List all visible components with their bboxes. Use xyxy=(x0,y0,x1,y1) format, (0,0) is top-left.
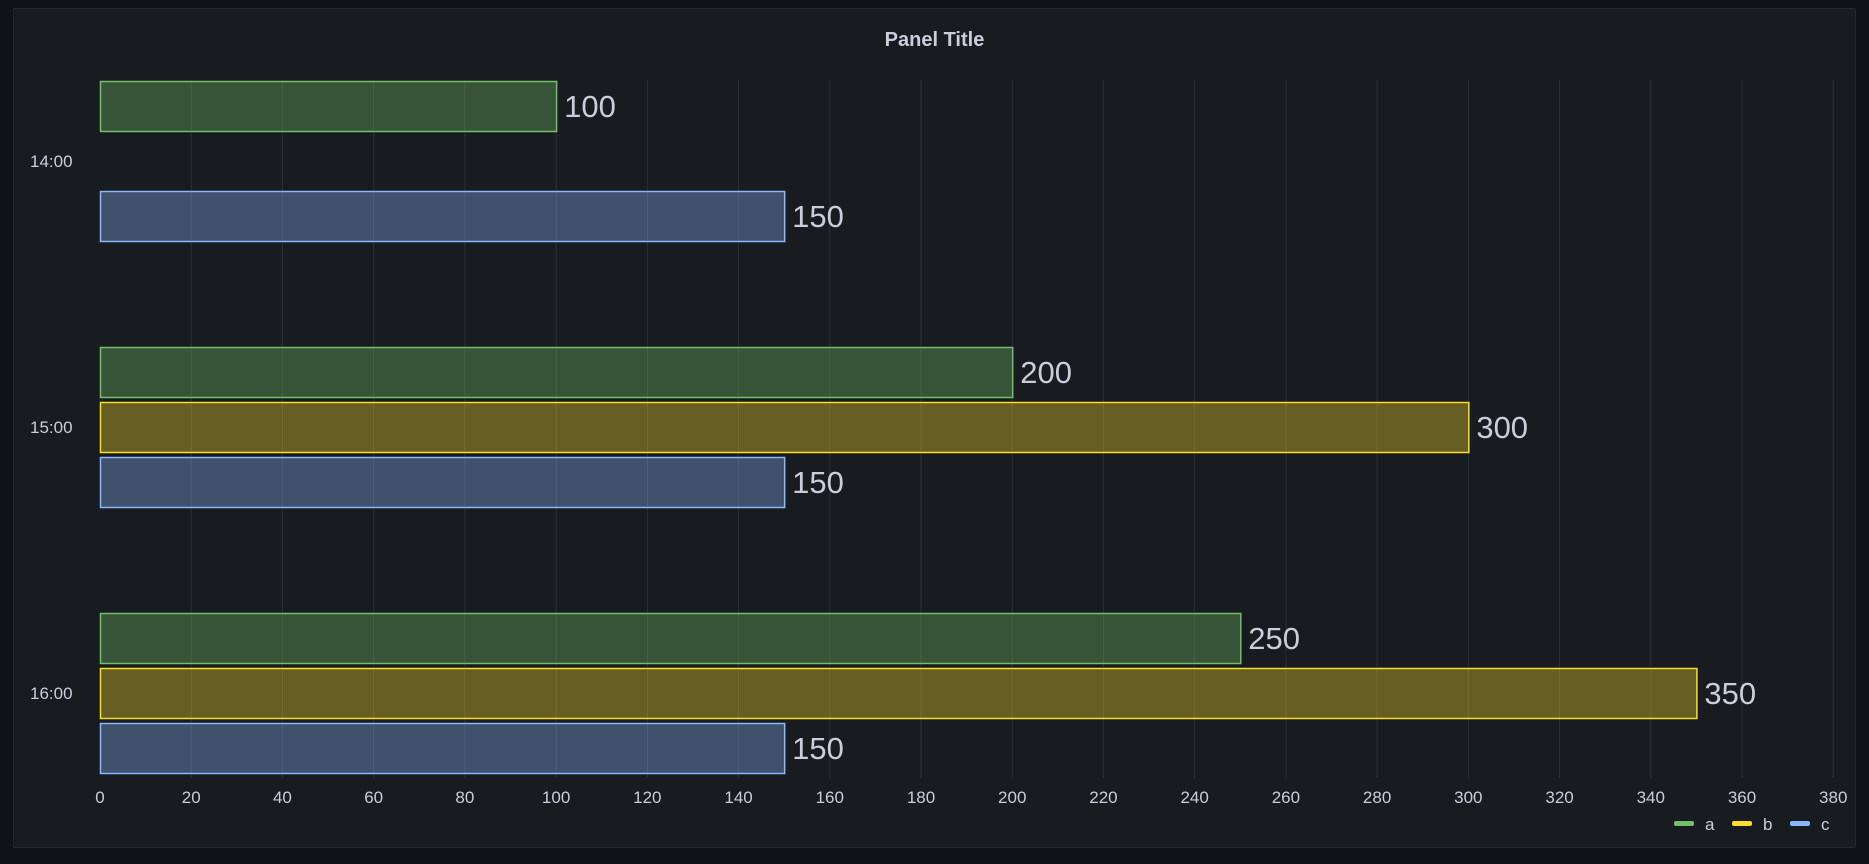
x-tick-label: 20 xyxy=(182,788,201,807)
y-tick-label: 14:00 xyxy=(30,152,73,171)
data-label: 150 xyxy=(792,465,844,500)
x-tick-label: 220 xyxy=(1089,788,1117,807)
legend-label-b: b xyxy=(1763,815,1772,834)
bar-a xyxy=(99,612,1242,665)
data-label: 300 xyxy=(1476,410,1528,445)
data-label: 250 xyxy=(1248,621,1300,656)
x-tick-label: 240 xyxy=(1180,788,1208,807)
x-tick-label: 280 xyxy=(1363,788,1391,807)
bar-c xyxy=(99,456,786,509)
data-label: 150 xyxy=(792,199,844,234)
legend-swatch-b xyxy=(1732,821,1752,826)
y-tick-label: 16:00 xyxy=(30,684,73,703)
legend-label-c: c xyxy=(1821,815,1830,834)
x-tick-label: 60 xyxy=(364,788,383,807)
panel-title: Panel Title xyxy=(884,29,985,51)
legend-swatch-c xyxy=(1790,821,1810,826)
panel: Panel Title xyxy=(13,8,1856,848)
x-tick-label: 40 xyxy=(273,788,292,807)
legend-swatch-a xyxy=(1674,821,1694,826)
y-tick-label: 15:00 xyxy=(30,418,73,437)
x-tick-label: 200 xyxy=(998,788,1026,807)
x-tick-label: 140 xyxy=(724,788,752,807)
bar-b xyxy=(99,667,1698,720)
x-tick-label: 180 xyxy=(907,788,935,807)
x-tick-label: 160 xyxy=(816,788,844,807)
x-tick-label: 0 xyxy=(95,788,104,807)
bar-b xyxy=(99,401,1470,454)
x-tick-label: 80 xyxy=(455,788,474,807)
x-tick-label: 120 xyxy=(633,788,661,807)
x-tick-label: 320 xyxy=(1545,788,1573,807)
x-tick-label: 380 xyxy=(1819,788,1847,807)
bar-a xyxy=(99,346,1014,399)
x-tick-label: 100 xyxy=(542,788,570,807)
x-tick-label: 260 xyxy=(1272,788,1300,807)
bar-c xyxy=(99,190,786,243)
data-label: 350 xyxy=(1704,676,1756,711)
data-label: 100 xyxy=(564,89,616,124)
x-tick-label: 340 xyxy=(1637,788,1665,807)
bar-c xyxy=(99,722,786,775)
x-tick-label: 300 xyxy=(1454,788,1482,807)
bar-a xyxy=(99,80,558,133)
data-label: 200 xyxy=(1020,355,1072,390)
x-tick-label: 360 xyxy=(1728,788,1756,807)
data-label: 150 xyxy=(792,731,844,766)
legend-label-a: a xyxy=(1705,815,1715,834)
